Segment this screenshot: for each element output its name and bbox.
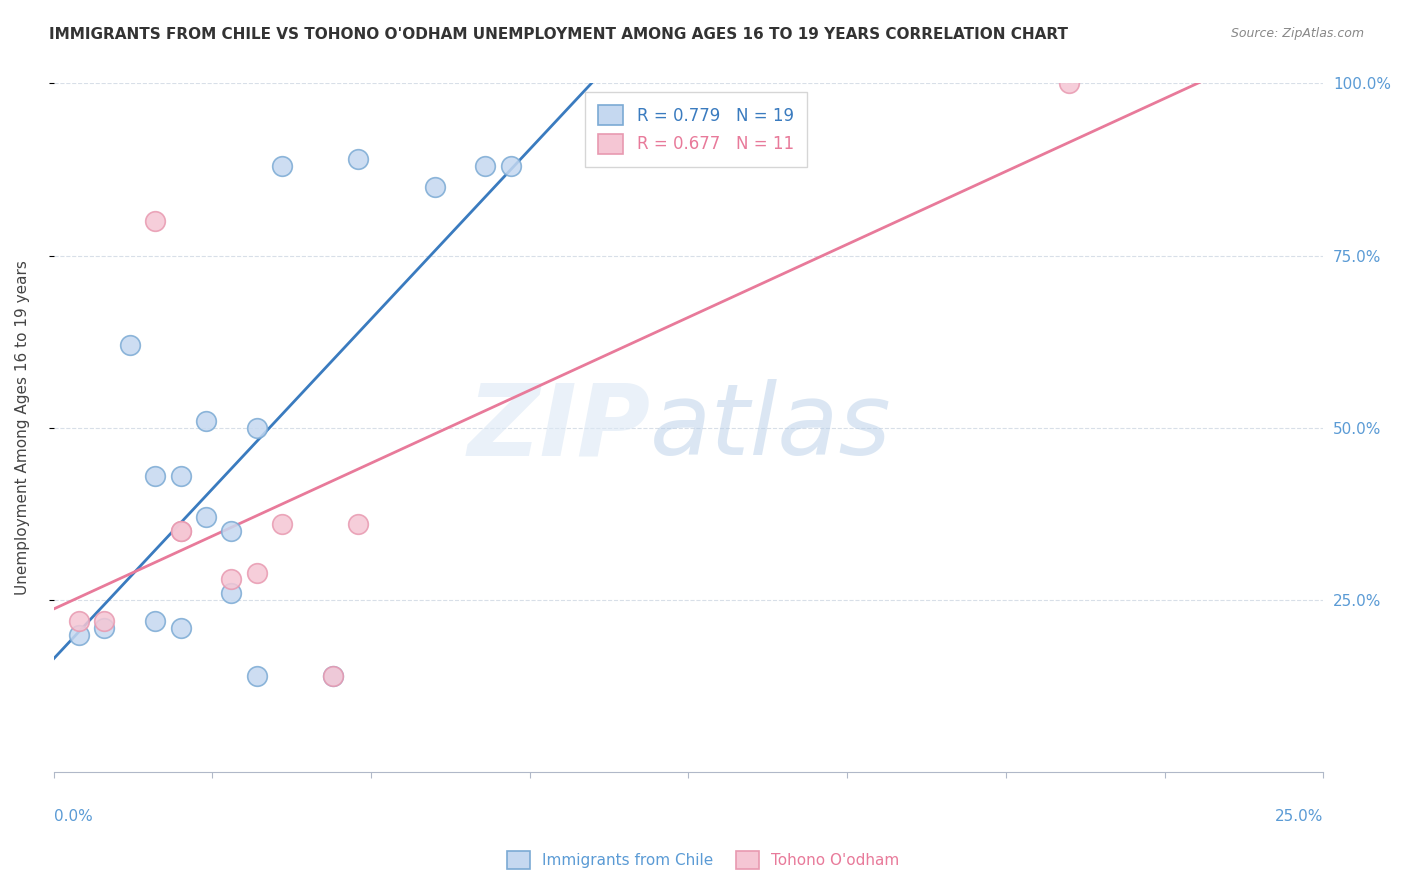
Point xyxy=(246,669,269,683)
Point xyxy=(499,159,522,173)
Point xyxy=(169,621,191,635)
Point xyxy=(246,566,269,580)
Text: Source: ZipAtlas.com: Source: ZipAtlas.com xyxy=(1230,27,1364,40)
Text: ZIP: ZIP xyxy=(467,379,651,476)
Point xyxy=(169,524,191,539)
Legend: R = 0.779   N = 19, R = 0.677   N = 11: R = 0.779 N = 19, R = 0.677 N = 11 xyxy=(585,92,807,168)
Point xyxy=(93,621,115,635)
Point xyxy=(347,153,370,167)
Point xyxy=(271,517,294,532)
Point xyxy=(474,159,496,173)
Point xyxy=(221,573,243,587)
Point xyxy=(221,586,243,600)
Point xyxy=(143,469,166,483)
Point xyxy=(67,614,90,628)
Y-axis label: Unemployment Among Ages 16 to 19 years: Unemployment Among Ages 16 to 19 years xyxy=(15,260,30,595)
Point xyxy=(169,469,191,483)
Point xyxy=(93,614,115,628)
Point xyxy=(221,524,243,539)
Text: 25.0%: 25.0% xyxy=(1275,809,1323,823)
Text: atlas: atlas xyxy=(651,379,891,476)
Point xyxy=(169,524,191,539)
Point xyxy=(423,179,446,194)
Point xyxy=(322,669,344,683)
Point xyxy=(271,159,294,173)
Point xyxy=(194,510,217,524)
Text: IMMIGRANTS FROM CHILE VS TOHONO O'ODHAM UNEMPLOYMENT AMONG AGES 16 TO 19 YEARS C: IMMIGRANTS FROM CHILE VS TOHONO O'ODHAM … xyxy=(49,27,1069,42)
Point xyxy=(322,669,344,683)
Point xyxy=(194,414,217,428)
Point xyxy=(118,338,141,352)
Point xyxy=(143,614,166,628)
Point xyxy=(347,517,370,532)
Point xyxy=(67,627,90,641)
Legend: Immigrants from Chile, Tohono O'odham: Immigrants from Chile, Tohono O'odham xyxy=(501,845,905,875)
Text: 0.0%: 0.0% xyxy=(53,809,93,823)
Point xyxy=(1059,77,1081,91)
Point xyxy=(143,214,166,228)
Point xyxy=(246,421,269,435)
